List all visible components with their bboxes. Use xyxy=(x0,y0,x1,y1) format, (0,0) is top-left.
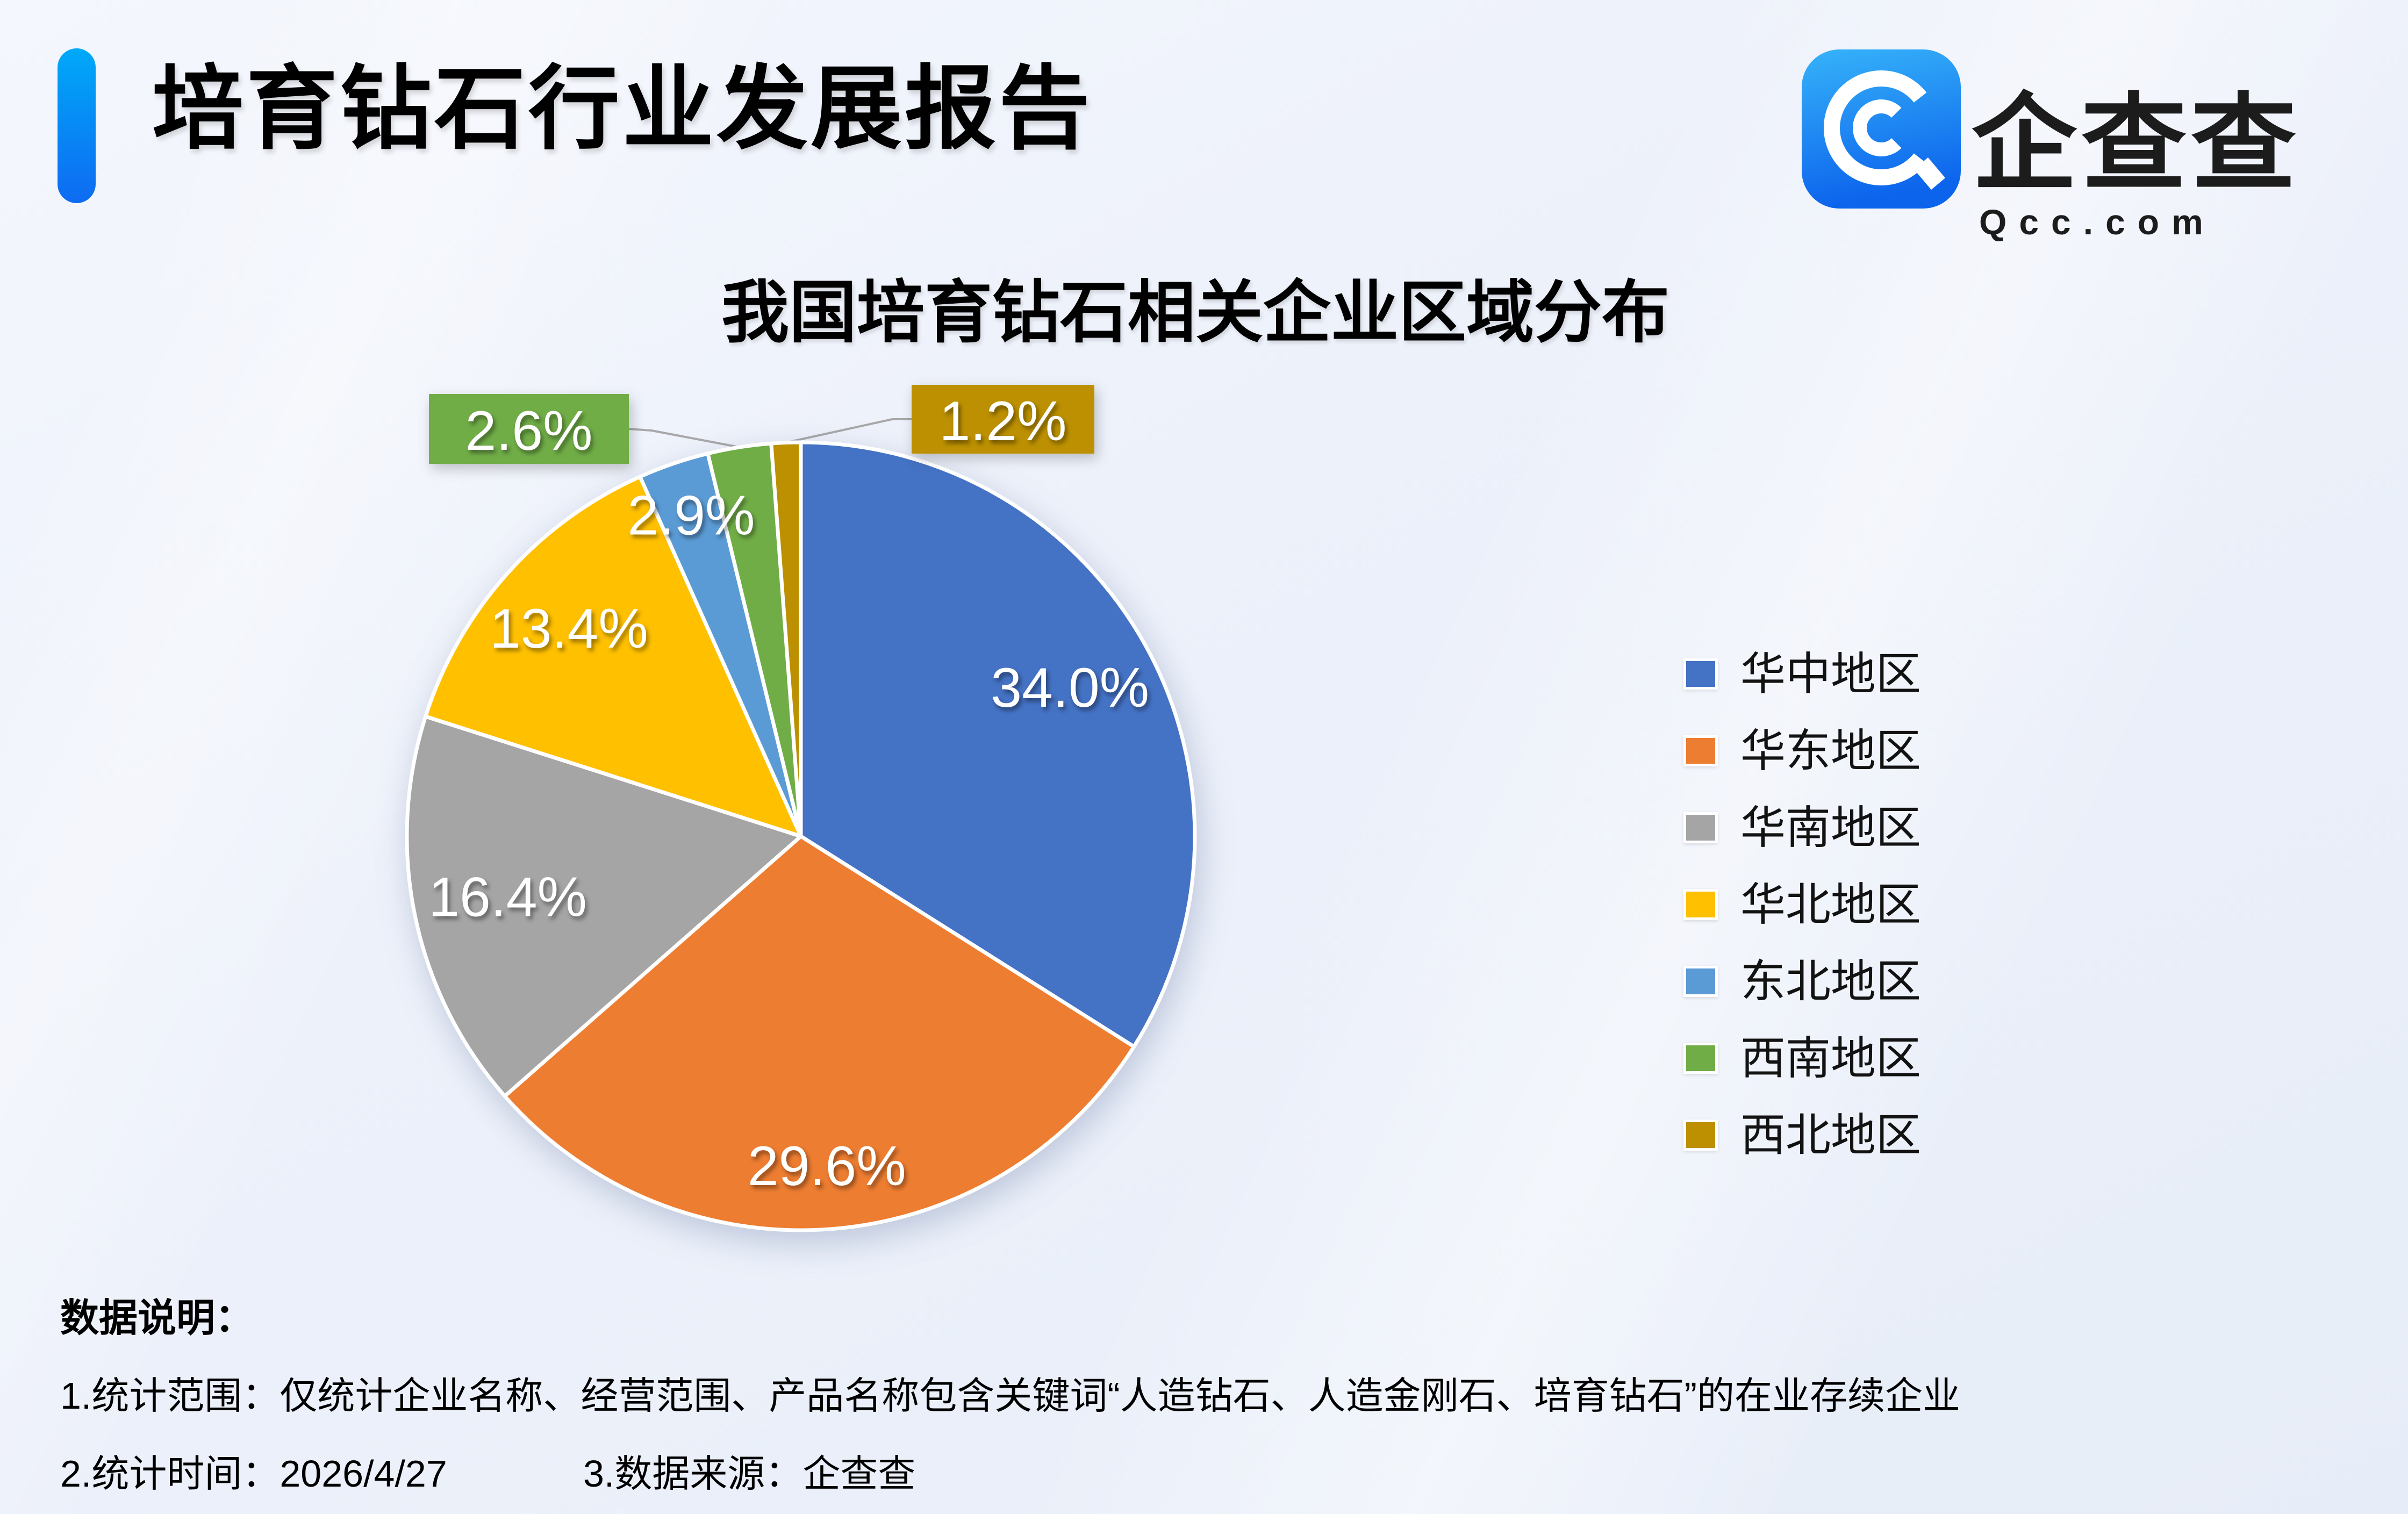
legend-label: 华东地区 xyxy=(1740,725,1922,776)
pie-slice-华中地区[interactable] xyxy=(799,440,1197,1049)
legend-item-西北地区[interactable]: 西北地区 xyxy=(1683,1096,1921,1173)
legend-swatch-icon xyxy=(1683,1119,1718,1151)
slice-label-西南地区: 2.6% xyxy=(465,400,592,462)
legend-swatch-icon xyxy=(1683,965,1718,997)
legend-item-华中地区[interactable]: 华中地区 xyxy=(1683,635,1921,712)
legend-label: 华北地区 xyxy=(1740,879,1922,930)
legend-label: 华南地区 xyxy=(1740,802,1922,853)
slice-label-华北地区: 13.4% xyxy=(490,598,648,660)
logo-text-cn: 企查查 xyxy=(1972,85,2301,203)
page-title: 培育钻石行业发展报告 xyxy=(152,58,1093,160)
qcc-logo-icon xyxy=(1802,49,1961,209)
legend-swatch-icon xyxy=(1683,658,1718,690)
callout-boxes xyxy=(429,385,1094,464)
pie-slices xyxy=(405,440,1197,1232)
slice-labels: 34.0% 29.6% 16.4% 13.4% 2.9% 2.6% 1.2% xyxy=(428,390,1149,1197)
slice-label-西北地区: 1.2% xyxy=(939,390,1066,453)
leader-line-西北地区 xyxy=(785,418,912,444)
legend-swatch-icon xyxy=(1683,735,1718,766)
pie-slice-西北地区[interactable] xyxy=(769,440,803,838)
title-accent-bar xyxy=(58,48,96,203)
qcc-logo: 企查查 Qcc.com xyxy=(1802,49,2371,240)
slice-label-东北地区: 2.9% xyxy=(627,485,755,547)
chart-legend: 华中地区华东地区华南地区华北地区东北地区西南地区西北地区 xyxy=(1683,635,1921,1173)
footer-note-date: 2.统计时间：2026/4/27 xyxy=(60,1453,447,1495)
legend-label: 西南地区 xyxy=(1740,1032,1922,1084)
legend-label: 东北地区 xyxy=(1740,956,1922,1007)
legend-label: 西北地区 xyxy=(1740,1109,1922,1160)
legend-swatch-icon xyxy=(1683,888,1718,920)
legend-item-华北地区[interactable]: 华北地区 xyxy=(1683,866,1921,943)
chart-title: 我国培育钻石相关企业区域分布 xyxy=(721,275,1669,350)
pie-slice-华东地区[interactable] xyxy=(503,834,1136,1232)
slice-label-华东地区: 29.6% xyxy=(748,1135,906,1197)
callout-box-西南地区 xyxy=(429,394,629,464)
legend-swatch-icon xyxy=(1683,1042,1718,1074)
legend-item-华南地区[interactable]: 华南地区 xyxy=(1683,789,1921,866)
leader-line-西南地区 xyxy=(628,428,740,448)
logo-text-en: Qcc.com xyxy=(1979,202,2216,242)
footer-note-source: 3.数据来源：企查查 xyxy=(583,1453,916,1495)
slice-label-华南地区: 16.4% xyxy=(428,866,587,929)
pie-slice-华北地区[interactable] xyxy=(424,475,803,838)
legend-label: 华中地区 xyxy=(1740,648,1922,699)
footer-note-scope: 1.统计范围：仅统计企业名称、经营范围、产品名称包含关键词“人造钻石、人造金刚石… xyxy=(60,1375,1960,1417)
leader-lines xyxy=(628,418,912,448)
legend-item-东北地区[interactable]: 东北地区 xyxy=(1683,943,1921,1020)
legend-item-华东地区[interactable]: 华东地区 xyxy=(1683,712,1921,789)
slice-label-华中地区: 34.0% xyxy=(991,657,1149,719)
footer-heading: 数据说明： xyxy=(60,1297,254,1340)
pie-slice-华南地区[interactable] xyxy=(405,714,803,1098)
legend-item-西南地区[interactable]: 西南地区 xyxy=(1683,1020,1921,1096)
legend-swatch-icon xyxy=(1683,812,1718,843)
callout-box-西北地区 xyxy=(912,385,1094,454)
